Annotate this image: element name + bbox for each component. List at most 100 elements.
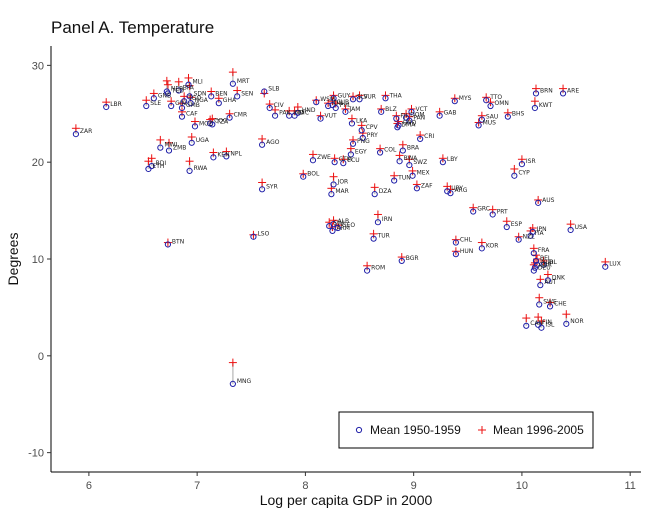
label-mex: MEX (417, 170, 430, 177)
point-1950-1959-zwe (309, 157, 317, 164)
point-1996-2005-cyp (510, 164, 519, 173)
point-1996-2005-mng (228, 358, 237, 367)
label-hun: HUN (460, 248, 473, 255)
point-1950-1959-ken (210, 154, 217, 161)
label-btn: BTN (172, 238, 184, 245)
point-1950-1959-bra (399, 147, 406, 154)
label-geo: GEO (342, 222, 355, 229)
point-1996-2005-lby (438, 154, 447, 163)
label-ita: ITA (535, 230, 545, 237)
point-1996-2005-rwa (185, 157, 194, 166)
point-1996-2005-slb (260, 89, 269, 98)
label-prt: PRT (497, 208, 508, 215)
point-1950-1959-sau (478, 116, 485, 123)
point-1950-1959-aus (535, 199, 542, 206)
y-tick-label: -10 (28, 448, 44, 460)
label-fji: FJI (400, 113, 407, 120)
point-1996-2005-can (522, 314, 531, 323)
label-ner: NER (171, 86, 183, 93)
label-rwa: RWA (194, 165, 209, 172)
point-1950-1959-mus (475, 122, 482, 129)
point-1996-2005-gab (435, 107, 444, 116)
label-sau: SAU (486, 114, 498, 121)
point-1950-1959-nor (563, 320, 570, 327)
label-lka: LKA (356, 117, 368, 124)
label-fra: FRA (538, 247, 550, 254)
label-phl: PHL (340, 102, 352, 109)
point-1950-1959-tha (382, 95, 389, 102)
point-1950-1959-tcd (164, 90, 172, 97)
label-are: ARE (567, 87, 579, 94)
label-gin: GIN (175, 100, 186, 107)
label-npl: NPL (230, 150, 242, 157)
label-vct: VCT (415, 106, 427, 113)
point-1996-2005-swz (405, 155, 414, 164)
label-cog: COG (214, 117, 228, 124)
point-1950-1959-kwt (531, 104, 539, 112)
label-chl: CHL (460, 237, 473, 244)
label-dom: DOM (410, 112, 425, 119)
legend-label-1950-1959: Mean 1950-1959 (370, 423, 461, 437)
point-1996-2005-irn (373, 210, 382, 219)
label-gnq: GNQ (403, 119, 417, 126)
label-tha: THA (389, 92, 403, 99)
point-1950-1959-civ (266, 104, 273, 112)
label-sur: SUR (364, 93, 376, 100)
x-tick-label: 9 (411, 480, 417, 492)
label-cri: CRI (424, 133, 434, 140)
point-1996-2005-ner (162, 76, 171, 85)
x-axis-title: Log per capita GDP in 2000 (260, 492, 433, 508)
label-bel: BEL (540, 255, 552, 262)
label-vut: VUT (325, 113, 337, 120)
label-guy: GUY (338, 92, 351, 99)
point-1950-1959-isl (538, 324, 545, 331)
point-1996-2005-mwi (156, 135, 165, 144)
point-1996-2005-btn (163, 238, 172, 247)
point-1950-1959-ita (527, 232, 534, 239)
label-bfa: BFA (183, 85, 195, 92)
x-tick-label: 6 (86, 480, 92, 492)
label-bwa: BWA (404, 155, 419, 162)
label-cyp: CYP (518, 170, 530, 177)
point-1996-2005-zmb (165, 138, 173, 147)
point-1950-1959-lka (348, 120, 356, 127)
chart-title: Panel A. Temperature (51, 18, 215, 37)
label-png: PNG (357, 138, 370, 145)
label-gbr: GBR (539, 262, 552, 269)
point-1996-2005-esp (502, 217, 511, 226)
y-tick-label: 0 (38, 351, 44, 363)
axes: 6 7 8 9 10 11 -10 0 10 20 30 (28, 46, 641, 492)
point-1996-2005-bgr (397, 253, 406, 262)
series-mean-1950-1959 (72, 80, 609, 387)
point-1950-1959-arg (447, 190, 454, 197)
point-1996-2005-mli (184, 73, 193, 82)
point-1950-1959-cyp (511, 172, 518, 179)
point-1996-2005-tcd (163, 80, 172, 89)
point-1950-1959-dnk (544, 277, 551, 284)
point-1950-1959-bdi (148, 162, 155, 170)
point-1996-2005-fin (534, 313, 543, 322)
point-1950-1959-rwa (186, 167, 193, 174)
point-1996-2005-dnk (543, 270, 552, 279)
point-1950-1959-mex (409, 172, 416, 179)
label-idn: IDN (332, 100, 343, 107)
point-1950-1959-sdn (186, 93, 193, 100)
label-jor: JOR (337, 178, 349, 185)
label-ben: BEN (215, 90, 227, 97)
point-1950-1959-nga (187, 100, 194, 107)
point-1950-1959-lby (439, 159, 446, 166)
point-1950-1959-lso (250, 233, 257, 240)
label-sen: SEN (241, 90, 253, 97)
point-1996-2005-ago (258, 134, 267, 143)
point-1996-2005-gnb (149, 89, 158, 98)
point-1950-1959-syr (259, 186, 266, 193)
point-1996-2005-bfa (174, 77, 183, 86)
point-1950-1959-gnb (150, 95, 157, 102)
label-kwt: KWT (539, 102, 553, 109)
label-cmr: CMR (234, 112, 248, 119)
label-nld: NLD (541, 259, 554, 266)
point-1950-1959-dma (394, 124, 401, 131)
point-1996-2005-isr (517, 155, 526, 164)
point-1996-2005-lka (347, 114, 356, 123)
label-isr: ISR (526, 158, 536, 165)
